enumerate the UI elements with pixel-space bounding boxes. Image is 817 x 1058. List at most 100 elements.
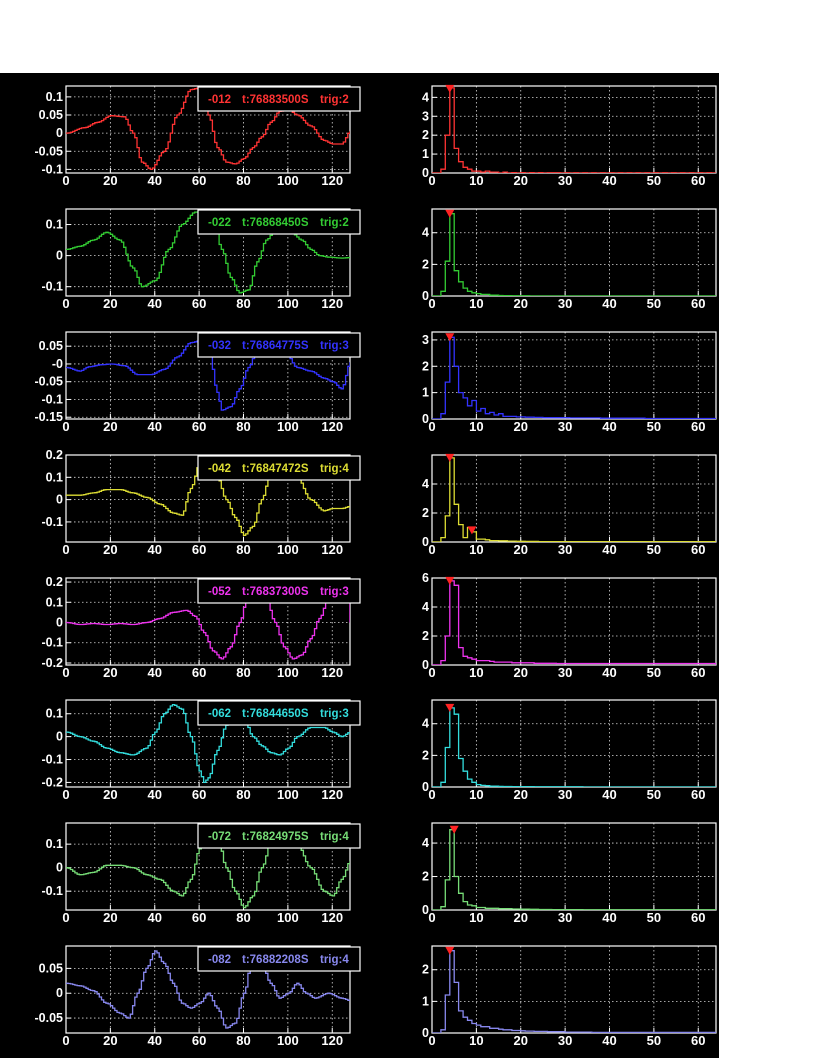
waveform-ytick-label: 0 <box>56 730 63 744</box>
histogram-xtick-label: 40 <box>602 1033 616 1048</box>
waveform-xtick-label: 60 <box>192 910 206 925</box>
waveform-channel-label: -022 <box>208 217 231 229</box>
waveform-xtick-label: 40 <box>148 173 162 188</box>
waveform-xtick-label: 0 <box>62 787 69 802</box>
waveform-xtick-label: 100 <box>277 1033 299 1048</box>
histogram-xtick-label: 10 <box>469 665 483 680</box>
histogram-panel-2: 0 10 20 30 40 50 60 0 2 4 <box>422 208 717 311</box>
histogram-bars <box>432 707 716 787</box>
waveform-xtick-label: 40 <box>148 665 162 680</box>
histogram-peak-marker <box>445 703 455 712</box>
waveform-ytick-label: 0 <box>56 861 63 875</box>
histogram-bars <box>432 829 716 910</box>
histogram-ytick-label: 0 <box>422 903 429 917</box>
waveform-xtick-label: 60 <box>192 1033 206 1048</box>
waveform-legend-box <box>197 209 361 235</box>
histogram-frame <box>431 945 717 1034</box>
waveform-xtick-label: 100 <box>277 173 299 188</box>
waveform-channel-label: -082 <box>208 954 231 966</box>
histogram-ytick-label: 4 <box>422 226 429 240</box>
waveform-xtick-label: 100 <box>277 910 299 925</box>
histogram-panel-6: 0 10 20 30 40 50 60 0 2 4 <box>422 699 717 802</box>
waveform-ytick-label: 0.05 <box>39 961 63 975</box>
waveform-panel-1: 0 20 40 60 80 100 120 0.1 0.05 0 -0.05 -0.1 -012 t:76… <box>35 85 361 188</box>
waveform-xtick-label: 100 <box>277 542 299 557</box>
histogram-xtick-label: 50 <box>647 910 661 925</box>
histogram-ytick-label: 0 <box>422 535 429 549</box>
histogram-xtick-label: 60 <box>691 173 705 188</box>
waveform-channel-label: -062 <box>208 708 231 720</box>
histogram-ytick-label: 2 <box>422 870 429 884</box>
waveform-ytick-label: -0.2 <box>41 775 63 789</box>
waveform-xtick-label: 80 <box>236 1033 250 1048</box>
histogram-ytick-label: 2 <box>422 506 429 520</box>
histogram-peak-marker <box>445 453 455 462</box>
waveform-ytick-label: 0.1 <box>46 707 63 721</box>
waveform-xtick-label: 60 <box>192 665 206 680</box>
waveform-xtick-label: 120 <box>321 910 343 925</box>
histogram-ytick-label: 4 <box>422 477 429 491</box>
histogram-xtick-label: 20 <box>514 542 528 557</box>
waveform-ytick-label: -0.05 <box>35 375 64 389</box>
histogram-ytick-label: 3 <box>422 333 429 347</box>
histogram-xtick-label: 50 <box>647 296 661 311</box>
waveform-xtick-label: 100 <box>277 665 299 680</box>
waveform-channel-label: -032 <box>208 340 231 352</box>
waveform-ytick-label: 0.2 <box>46 448 63 462</box>
histogram-xtick-label: 20 <box>514 419 528 434</box>
waveform-trace <box>66 950 350 1029</box>
histogram-frame <box>431 85 717 174</box>
histogram-xtick-label: 10 <box>469 419 483 434</box>
histogram-bars <box>432 457 716 542</box>
waveform-frame <box>65 699 351 788</box>
histogram-ytick-label: 2 <box>422 359 429 373</box>
waveform-channel-label: -052 <box>208 586 231 598</box>
histogram-xtick-label: 10 <box>469 1033 483 1048</box>
histogram-xtick-label: 0 <box>428 419 435 434</box>
histogram-xtick-label: 30 <box>558 1033 572 1048</box>
histogram-ytick-label: 4 <box>422 90 429 104</box>
waveform-xtick-label: 100 <box>277 787 299 802</box>
waveform-xtick-label: 120 <box>321 173 343 188</box>
waveform-trig-label: trig:2 <box>320 94 349 106</box>
histogram-peak-marker <box>445 946 455 955</box>
histogram-bars <box>432 213 716 296</box>
waveform-ytick-label: -0.1 <box>41 515 63 529</box>
histogram-xtick-label: 20 <box>514 787 528 802</box>
waveform-panel-3: 0 20 40 60 80 100 120 0.05 -0 -0.05 -0.1 -0.15 -032 t… <box>35 331 361 434</box>
histogram-xtick-label: 50 <box>647 173 661 188</box>
histogram-xtick-label: 60 <box>691 419 705 434</box>
waveform-panel-4: 0 20 40 60 80 100 120 0.2 0.1 0 -0.1 -042 t:76847472… <box>41 448 361 557</box>
histogram-xtick-label: 60 <box>691 296 705 311</box>
histogram-ytick-label: 4 <box>422 717 429 731</box>
histogram-xtick-label: 60 <box>691 665 705 680</box>
waveform-panel-5: 0 20 40 60 80 100 120 0.2 0.1 0 -0.1 -0.2 -052 t:7683… <box>41 575 361 680</box>
histogram-xtick-label: 60 <box>691 542 705 557</box>
histogram-xtick-label: 30 <box>558 419 572 434</box>
histogram-panel-8: 0 10 20 30 40 50 60 0 1 2 <box>422 945 717 1048</box>
histogram-ytick-label: 3 <box>422 109 429 123</box>
histogram-panel-1: 0 10 20 30 40 50 60 0 1 2 3 4 <box>422 84 717 188</box>
histogram-xtick-label: 50 <box>647 419 661 434</box>
plot-area: 0 20 40 60 80 100 120 0.1 0.05 0 -0.05 -0.1 -012 t:76… <box>0 73 719 1058</box>
waveform-trace <box>66 703 350 784</box>
waveform-xtick-label: 100 <box>277 296 299 311</box>
waveform-time-label: t:76847472S <box>242 463 309 475</box>
histogram-ytick-label: 1 <box>422 147 429 161</box>
histogram-xtick-label: 20 <box>514 173 528 188</box>
waveform-xtick-label: 100 <box>277 419 299 434</box>
waveform-trig-label: trig:4 <box>320 463 349 475</box>
waveform-xtick-label: 60 <box>192 787 206 802</box>
waveform-trig-label: trig:3 <box>320 708 349 720</box>
histogram-xtick-label: 60 <box>691 910 705 925</box>
histogram-xtick-label: 0 <box>428 173 435 188</box>
histogram-ytick-label: 1 <box>422 386 429 400</box>
histogram-frame <box>431 208 717 297</box>
waveform-xtick-label: 20 <box>103 419 117 434</box>
histogram-xtick-label: 40 <box>602 910 616 925</box>
waveform-ytick-label: 0 <box>56 616 63 630</box>
waveform-legend-box <box>197 578 361 604</box>
histogram-xtick-label: 30 <box>558 787 572 802</box>
waveform-xtick-label: 80 <box>236 173 250 188</box>
